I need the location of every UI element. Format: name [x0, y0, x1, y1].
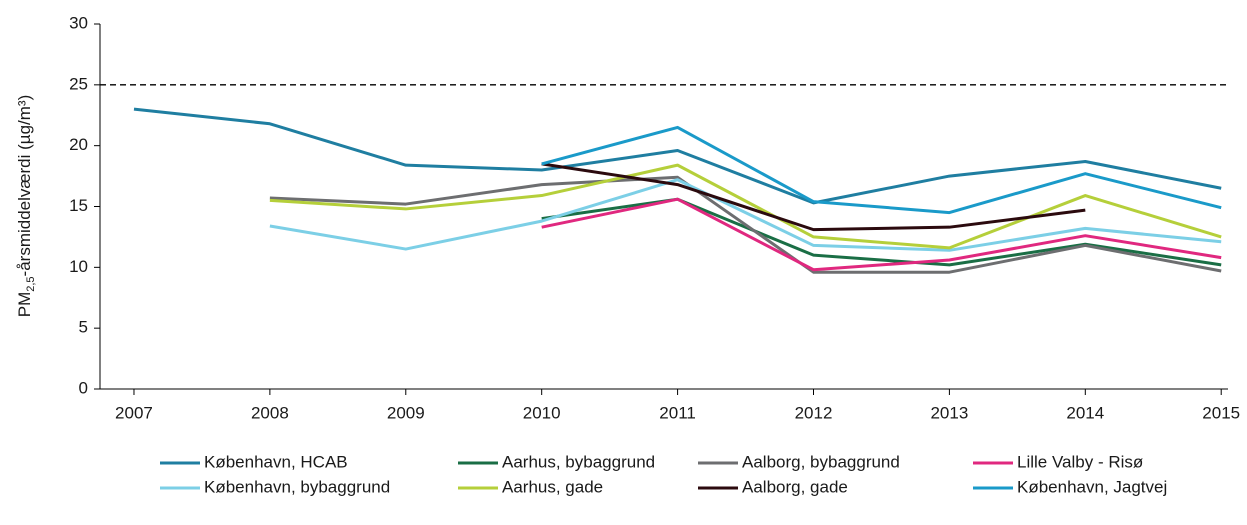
x-tick-label: 2007: [115, 403, 153, 422]
y-tick-label: 20: [69, 135, 88, 154]
series-line: [269, 178, 1222, 252]
y-label-part: -årsmiddelværdi (µg/m³): [15, 95, 34, 277]
series-line: [133, 107, 1222, 205]
legend-label: Aalborg, gade: [742, 477, 848, 496]
legend-label: København, HCAB: [204, 452, 348, 471]
y-label-sub: 2,5: [25, 276, 37, 291]
series-line: [541, 197, 1222, 272]
y-tick-label: 15: [69, 196, 88, 215]
legend-label: Aalborg, bybaggrund: [742, 452, 900, 471]
x-tick-label: 2010: [523, 403, 561, 422]
series-line: [541, 162, 1086, 232]
x-tick-label: 2008: [251, 403, 289, 422]
legend-label: København, Jagtvej: [1017, 477, 1167, 496]
legend-label: København, bybaggrund: [204, 477, 390, 496]
y-label-part: PM: [15, 292, 34, 318]
x-tick-label: 2012: [795, 403, 833, 422]
series-line: [541, 125, 1222, 215]
x-tick-label: 2009: [387, 403, 425, 422]
x-tick-label: 2015: [1202, 403, 1240, 422]
series-line: [269, 163, 1222, 250]
y-axis-label: PM2,5-årsmiddelværdi (µg/m³): [15, 95, 36, 318]
y-tick-label: 25: [69, 74, 88, 93]
y-tick-label: 30: [69, 13, 88, 32]
y-tick-label: 5: [79, 318, 88, 337]
y-tick-label: 0: [79, 378, 88, 397]
x-tick-label: 2014: [1066, 403, 1104, 422]
y-tick-label: 10: [69, 257, 88, 276]
legend-label: Aarhus, gade: [502, 477, 603, 496]
x-tick-label: 2013: [930, 403, 968, 422]
series-line: [269, 175, 1222, 274]
legend-label: Lille Valby - Risø: [1017, 452, 1143, 471]
x-tick-label: 2011: [659, 403, 696, 422]
legend-label: Aarhus, bybaggrund: [502, 452, 655, 471]
